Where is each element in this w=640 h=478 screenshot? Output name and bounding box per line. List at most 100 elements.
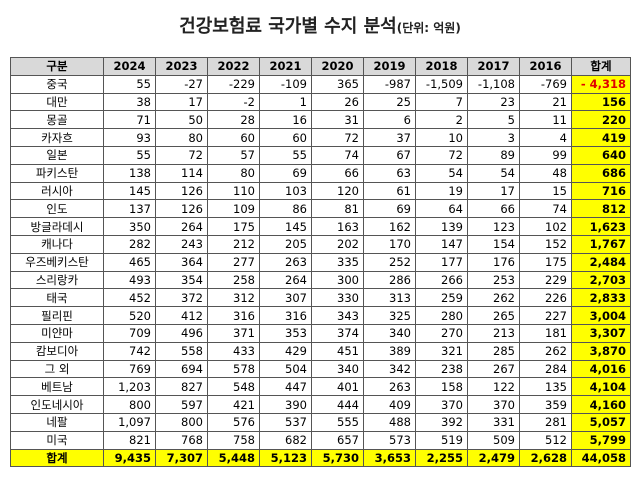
cell: 2,484 [571, 252, 631, 272]
cell: 2,255 [415, 448, 468, 468]
unit: (단위: 억원) [396, 21, 461, 35]
cell: -1,509 [415, 74, 468, 94]
table-row: 파키스탄 138 114 80 69 66 63 54 54 48 686 [10, 163, 631, 183]
cell: 716 [571, 181, 631, 201]
row-label: 러시아 [10, 181, 104, 201]
cell: 1 [259, 92, 312, 112]
cell: 359 [519, 395, 572, 414]
header-cell: 2020 [311, 57, 364, 76]
cell: 548 [207, 377, 260, 397]
cell: 316 [259, 306, 312, 325]
cell: 421 [207, 395, 260, 414]
cell: 154 [467, 234, 520, 254]
cell: 158 [415, 377, 468, 397]
title-block: 건강보험료 국가별 수지 분석(단위: 억원) [0, 12, 640, 38]
table-row: 캄보디아 742 558 433 429 451 389 321 285 262 3,870 [10, 341, 631, 361]
cell: 265 [467, 306, 520, 325]
cell: -987 [363, 74, 416, 94]
cell: 66 [467, 199, 520, 219]
cell: 135 [519, 377, 572, 397]
cell: 520 [103, 306, 156, 325]
cell: 340 [311, 359, 364, 379]
cell: 213 [467, 323, 520, 343]
cell: 139 [415, 217, 468, 236]
cell: 266 [415, 270, 468, 290]
cell: 26 [311, 92, 364, 112]
cell: 509 [467, 430, 520, 450]
cell: 3 [467, 128, 520, 147]
header-cell: 합계 [571, 57, 631, 76]
header-cell: 2019 [363, 57, 416, 76]
cell: 578 [207, 359, 260, 379]
cell: 3,004 [571, 306, 631, 325]
cell: 86 [259, 199, 312, 219]
cell: 350 [103, 217, 156, 236]
cell: 682 [259, 430, 312, 450]
header-row: 구분 2024 2023 2022 2021 2020 2019 2018 2017 2016 합계 [10, 57, 631, 76]
table-row: 우즈베키스탄 465 364 277 263 335 252 177 176 175 2,484 [10, 252, 631, 272]
cell: 17 [155, 92, 208, 112]
header-cell: 2016 [519, 57, 572, 76]
cell: 252 [363, 252, 416, 272]
cell: 353 [259, 323, 312, 343]
cell: 145 [103, 181, 156, 201]
cell: 558 [155, 341, 208, 361]
cell: 23 [467, 92, 520, 112]
cell: 263 [363, 377, 416, 397]
cell: 5,123 [259, 448, 312, 468]
cell: 465 [103, 252, 156, 272]
cell: 175 [519, 252, 572, 272]
cell: 325 [363, 306, 416, 325]
cell: 282 [103, 234, 156, 254]
cell: 827 [155, 377, 208, 397]
cell: 7 [415, 92, 468, 112]
row-label: 합계 [10, 448, 104, 468]
header-cell: 2022 [207, 57, 260, 76]
cell: 370 [415, 395, 468, 414]
cell: 80 [155, 128, 208, 147]
cell: 80 [207, 163, 260, 183]
cell: 1,097 [103, 412, 156, 432]
cell: 72 [155, 145, 208, 165]
header-cell: 2024 [103, 57, 156, 76]
cell: 694 [155, 359, 208, 379]
cell: -1,108 [467, 74, 520, 94]
header-cell: 2018 [415, 57, 468, 76]
cell: 54 [415, 163, 468, 183]
cell: 1,623 [571, 217, 631, 236]
cell: 312 [207, 288, 260, 308]
cell: 686 [571, 163, 631, 183]
row-label: 인도네시아 [10, 395, 104, 414]
cell: 89 [467, 145, 520, 165]
cell: 342 [363, 359, 416, 379]
cell: 253 [467, 270, 520, 290]
cell: 1,767 [571, 234, 631, 254]
cell: 2,628 [519, 448, 572, 468]
row-label: 태국 [10, 288, 104, 308]
cell: 110 [207, 181, 260, 201]
header-cell: 2023 [155, 57, 208, 76]
header-cell: 2021 [259, 57, 312, 76]
cell: 258 [207, 270, 260, 290]
cell: 227 [519, 306, 572, 325]
table-row: 방글라데시 350 264 175 145 163 162 139 123 102 1,623 [10, 217, 631, 236]
table-row: 대만 38 17 -2 1 26 25 7 23 21 156 [10, 92, 631, 112]
cell: 10 [415, 128, 468, 147]
cell: 576 [207, 412, 260, 432]
row-label: 인도 [10, 199, 104, 219]
cell: 433 [207, 341, 260, 361]
cell: 364 [155, 252, 208, 272]
cell: 335 [311, 252, 364, 272]
cell: 120 [311, 181, 364, 201]
cell: 285 [467, 341, 520, 361]
cell: 81 [311, 199, 364, 219]
cell: -27 [155, 74, 208, 94]
cell: 709 [103, 323, 156, 343]
cell: 21 [519, 92, 572, 112]
cell: 177 [415, 252, 468, 272]
cell: 447 [259, 377, 312, 397]
cell: 280 [415, 306, 468, 325]
row-label: 대만 [10, 92, 104, 112]
cell: 401 [311, 377, 364, 397]
row-label: 미국 [10, 430, 104, 450]
